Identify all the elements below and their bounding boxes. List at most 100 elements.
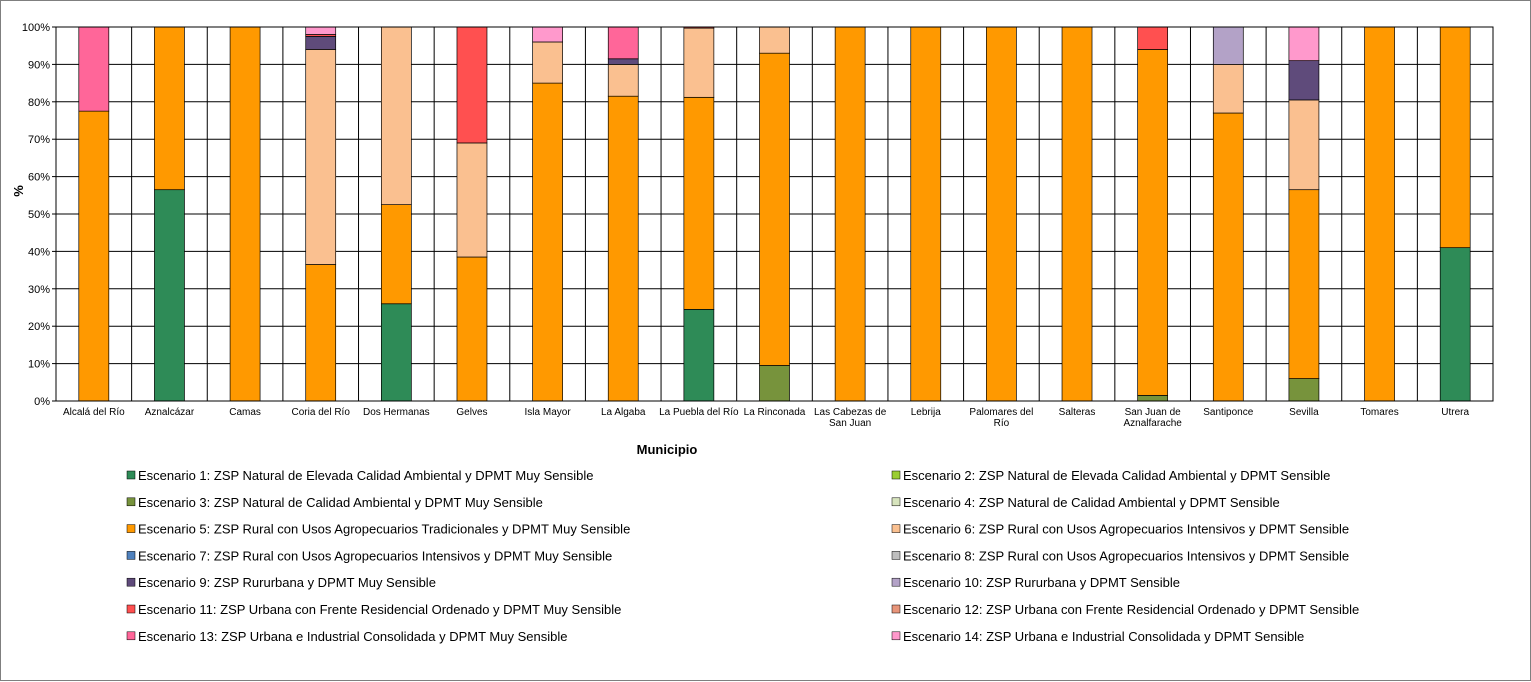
- legend-label: Escenario 1: ZSP Natural de Elevada Cali…: [138, 468, 593, 483]
- legend-label: Escenario 14: ZSP Urbana e Industrial Co…: [903, 629, 1304, 644]
- bar-segment: [305, 26, 337, 35]
- y-tick-label: 70%: [28, 134, 50, 146]
- legend-label: Escenario 4: ZSP Natural de Calidad Ambi…: [903, 495, 1280, 510]
- x-tick-label: Camas: [229, 407, 261, 418]
- legend-entry: Escenario 3: ZSP Natural de Calidad Ambi…: [126, 495, 543, 510]
- x-tick-label: Lebrija: [911, 407, 941, 418]
- bar-segment: [1061, 26, 1093, 402]
- legend-swatch: [126, 524, 136, 533]
- x-tick-label: Tomares: [1360, 407, 1398, 418]
- x-tick-labels: Alcalá del Río Aznalcázar Camas Coria del R…: [63, 407, 1470, 429]
- x-axis-title: Municipio: [637, 442, 698, 457]
- x-tick-label: Dos Hermanas: [363, 407, 430, 418]
- bar-segment: [1212, 64, 1244, 114]
- legend-swatch: [126, 470, 136, 480]
- bar-segment: [1137, 395, 1169, 402]
- bar-segment: [683, 27, 715, 98]
- x-tick-label: San Juan de Aznalfarache: [1123, 407, 1182, 429]
- legend-entry: Escenario 9: ZSP Rururbana y DPMT Muy Se…: [126, 575, 436, 590]
- legend-entry: Escenario 6: ZSP Rural con Usos Agropecu…: [891, 522, 1349, 537]
- legend-swatch: [891, 497, 901, 507]
- y-tick-label: 100%: [22, 22, 50, 34]
- bar-segment: [1137, 26, 1169, 50]
- bar-segment: [532, 26, 563, 43]
- legend-label: Escenario 12: ZSP Urbana con Frente Resi…: [903, 602, 1359, 617]
- legend-label: Escenario 5: ZSP Rural con Usos Agropecu…: [138, 522, 630, 537]
- legend-entry: Escenario 10: ZSP Rururbana y DPMT Sensi…: [891, 575, 1180, 590]
- y-tick-labels: 0% 10% 20% 30% 40% 50% 60% 70% 80% 90% 100%: [22, 22, 50, 408]
- bar-segment: [986, 26, 1017, 402]
- bar-segment: [78, 26, 110, 112]
- x-tick-label: La Algaba: [601, 407, 646, 418]
- bar-segment: [380, 204, 412, 305]
- bar-segment: [305, 35, 337, 50]
- legend-label: Escenario 6: ZSP Rural con Usos Agropecu…: [903, 522, 1349, 537]
- legend-swatch: [891, 631, 901, 641]
- bar-segment: [1288, 189, 1320, 379]
- legend-swatch: [891, 577, 901, 587]
- bar-segment: [1212, 112, 1244, 402]
- legend-entry: Escenario 8: ZSP Rural con Usos Agropecu…: [891, 548, 1349, 563]
- legend-swatch: [126, 551, 136, 560]
- bar-segment: [1288, 26, 1320, 62]
- legend-label: Escenario 13: ZSP Urbana e Industrial Co…: [138, 629, 567, 644]
- bar-segment: [78, 110, 110, 402]
- legend-entry: Escenario 14: ZSP Urbana e Industrial Co…: [891, 629, 1304, 644]
- x-tick-label: Isla Mayor: [525, 407, 572, 418]
- y-tick-label: 20%: [28, 321, 50, 333]
- legend-label: Escenario 3: ZSP Natural de Calidad Ambi…: [138, 495, 543, 510]
- legend-swatch: [891, 604, 901, 614]
- y-tick-label: 50%: [28, 209, 50, 221]
- bar-segment: [1439, 247, 1471, 402]
- bars: [78, 26, 1471, 402]
- bar-segment: [759, 26, 790, 54]
- bar-segment: [759, 365, 790, 402]
- bar-segment: [1288, 99, 1320, 191]
- legend-swatch: [891, 524, 901, 533]
- y-tick-label: 80%: [28, 97, 50, 109]
- bar-segment: [1212, 26, 1244, 65]
- bar-segment: [1439, 26, 1471, 249]
- bar-segment: [910, 26, 942, 402]
- x-tick-label: Las Cabezas de San Juan: [814, 407, 887, 429]
- legend-entry: Escenario 13: ZSP Urbana e Industrial Co…: [126, 629, 567, 644]
- bar-segment: [380, 303, 412, 402]
- y-tick-label: 30%: [28, 284, 50, 296]
- legend-entry: Escenario 12: ZSP Urbana con Frente Resi…: [891, 602, 1359, 617]
- y-axis-title: %: [11, 185, 26, 197]
- bar-segment: [607, 95, 639, 402]
- legend: Escenario 1: ZSP Natural de Elevada Cali…: [126, 468, 1359, 644]
- x-tick-label: Palomares del Río: [969, 407, 1033, 429]
- bar-segment: [532, 41, 563, 84]
- legend-label: Escenario 2: ZSP Natural de Elevada Cali…: [903, 468, 1330, 483]
- legend-swatch: [126, 497, 136, 507]
- x-tick-label: Santiponce: [1203, 407, 1253, 418]
- legend-label: Escenario 11: ZSP Urbana con Frente Resi…: [138, 602, 621, 617]
- bar-segment: [154, 189, 185, 402]
- bar-segment: [1288, 378, 1320, 402]
- x-tick-label: Gelves: [456, 407, 487, 418]
- bar-segment: [456, 26, 488, 144]
- legend-label: Escenario 8: ZSP Rural con Usos Agropecu…: [903, 548, 1349, 563]
- bar-segment: [607, 58, 639, 65]
- bar-segment: [305, 49, 337, 265]
- bar-segment: [683, 309, 715, 402]
- legend-label: Escenario 9: ZSP Rururbana y DPMT Muy Se…: [138, 575, 436, 590]
- legend-entry: Escenario 5: ZSP Rural con Usos Agropecu…: [126, 522, 630, 537]
- legend-entry: Escenario 11: ZSP Urbana con Frente Resi…: [126, 602, 621, 617]
- legend-swatch: [126, 604, 136, 614]
- bar-segment: [1137, 49, 1169, 396]
- bar-segment: [607, 64, 639, 97]
- y-tick-label: 10%: [28, 359, 50, 371]
- legend-swatch: [891, 470, 901, 480]
- legend-entry: Escenario 4: ZSP Natural de Calidad Ambi…: [891, 495, 1280, 510]
- bar-segment: [532, 82, 563, 402]
- axes: [55, 26, 1494, 402]
- plot-border: [55, 26, 1494, 402]
- bar-segment: [607, 26, 639, 60]
- legend-entry: Escenario 7: ZSP Rural con Usos Agropecu…: [126, 548, 612, 563]
- y-tick-label: 60%: [28, 172, 50, 184]
- legend-swatch: [891, 551, 901, 560]
